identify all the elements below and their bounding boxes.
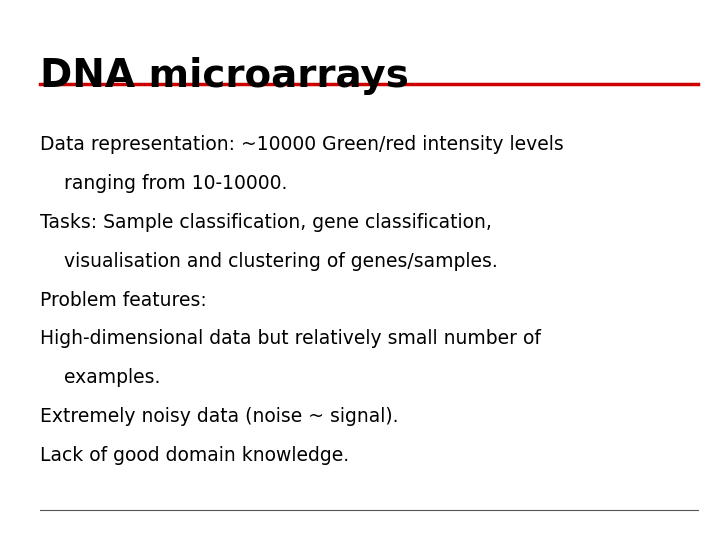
Text: visualisation and clustering of genes/samples.: visualisation and clustering of genes/sa…: [40, 252, 498, 271]
Text: ranging from 10-10000.: ranging from 10-10000.: [40, 174, 287, 193]
Text: DNA microarrays: DNA microarrays: [40, 57, 408, 94]
Text: Tasks: Sample classification, gene classification,: Tasks: Sample classification, gene class…: [40, 213, 492, 232]
Text: Lack of good domain knowledge.: Lack of good domain knowledge.: [40, 446, 348, 465]
Text: Extremely noisy data (noise ~ signal).: Extremely noisy data (noise ~ signal).: [40, 407, 398, 426]
Text: High-dimensional data but relatively small number of: High-dimensional data but relatively sma…: [40, 329, 541, 348]
Text: Problem features:: Problem features:: [40, 291, 207, 309]
Text: Data representation: ~10000 Green/red intensity levels: Data representation: ~10000 Green/red in…: [40, 135, 563, 154]
Text: examples.: examples.: [40, 368, 160, 387]
